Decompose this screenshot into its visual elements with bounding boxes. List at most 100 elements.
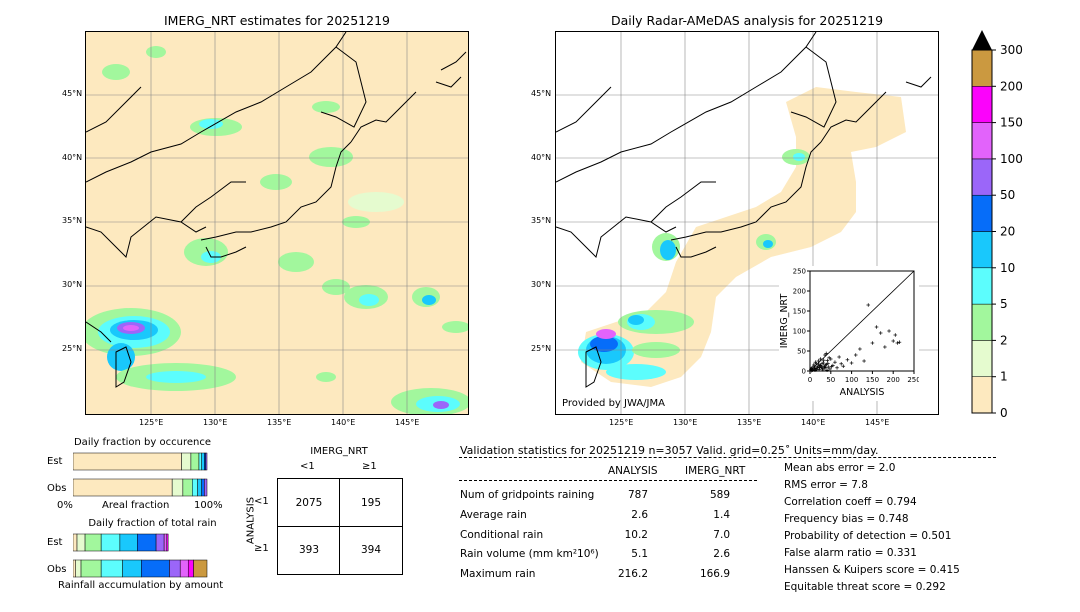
scatter-point [826, 361, 830, 366]
radar-coastlines [556, 32, 932, 388]
scatter-point [810, 368, 815, 372]
total-seg-obs-8 [187, 559, 194, 578]
contingency-col-ge: ≥1 [362, 461, 377, 472]
scatter-point [812, 366, 817, 370]
scatter-xlabel: ANALYSIS [840, 387, 885, 398]
total-seg-obs-7 [179, 559, 189, 578]
colorbar-segment-7 [971, 122, 993, 160]
cell-hits-lt-lt: 2075 [295, 497, 323, 509]
scatter-point [813, 360, 818, 364]
scatter-point [887, 329, 891, 333]
scatter-point [828, 367, 832, 371]
imerg-map [85, 31, 469, 415]
score-corr: Correlation coeff = 0.794 [784, 496, 917, 508]
lat-label-25-right: 25°N [531, 344, 552, 353]
provided-by: Provided by JWA/JMA [562, 398, 665, 409]
col-imerg-header: IMERG_NRT [685, 465, 746, 477]
validation-divider-top [459, 457, 996, 458]
stat-a-gridpoints: 787 [627, 489, 648, 501]
scatter-point [814, 362, 819, 366]
scatter-point [841, 364, 846, 368]
occurrence-seg-obs-5 [201, 478, 205, 497]
total-rain-bars [73, 533, 208, 578]
radar-map-svg [556, 32, 938, 414]
colorbar-segment-8 [971, 86, 993, 123]
colorbar-segment-3 [971, 267, 993, 305]
scatter-ytick-label-150: 150 [793, 308, 806, 316]
lon-label-145-left: 145°E [395, 418, 420, 427]
scatter-point [824, 351, 829, 356]
colorbar-segment-2 [971, 303, 993, 341]
stat-label-average: Average rain [460, 509, 527, 521]
stat-label-maximum: Maximum rain [460, 568, 536, 580]
col-analysis-header: ANALYSIS [608, 465, 658, 477]
stat-b-maximum: 166.9 [699, 568, 730, 580]
scatter-point [858, 347, 862, 351]
cell-ge-lt: 393 [298, 544, 320, 556]
left-map-title: IMERG_NRT estimates for 20251219 [163, 13, 390, 28]
scatter-point [817, 366, 822, 370]
occurrence-seg-est-0 [73, 452, 182, 471]
stat-a-maximum: 216.2 [617, 568, 648, 580]
colorbar-label-200: 200 [1000, 79, 1023, 93]
score-far: False alarm ratio = 0.331 [784, 547, 917, 559]
occurrence-seg-est-6 [205, 452, 208, 471]
stat-b-gridpoints: 589 [709, 489, 730, 501]
scatter-point [895, 341, 900, 345]
occurrence-seg-obs-2 [182, 478, 193, 497]
scatter-point [891, 339, 895, 343]
occurrence-seg-obs-3 [192, 478, 198, 497]
contingency-row-ge: ≥1 [254, 543, 269, 554]
colorbar-segment-9 [971, 49, 993, 87]
lat-label-35-right: 35°N [531, 216, 552, 225]
lon-label-130-right: 130°E [673, 418, 698, 427]
validation-divider-mid [459, 480, 757, 481]
lat-label-45-right: 45°N [531, 89, 552, 98]
scatter-point [835, 366, 839, 370]
occurrence-obs-label: Obs [47, 483, 67, 494]
occurrence-0pct: 0% [57, 500, 73, 511]
stat-a-average: 2.6 [631, 509, 648, 521]
scatter-point [817, 367, 821, 372]
total-seg-obs-0 [73, 559, 76, 578]
occurrence-seg-obs-1 [171, 478, 184, 497]
total-seg-est-8 [166, 533, 169, 552]
lon-label-125-left: 125°E [139, 418, 164, 427]
lat-label-40-right: 40°N [531, 153, 552, 162]
lat-label-30-left: 30°N [62, 280, 83, 289]
total-est-label: Est [47, 537, 63, 548]
scatter-point [820, 361, 824, 366]
scatter-point [827, 356, 831, 360]
colorbar-segment-4 [971, 231, 993, 269]
scatter-ytick-label-250: 250 [793, 268, 806, 276]
scatter-xtick-label-200: 200 [887, 376, 900, 384]
lat-label-25-left: 25°N [62, 344, 83, 353]
stat-label-conditional: Conditional rain [460, 529, 544, 541]
right-map-title: Daily Radar-AMeDAS analysis for 20251219 [610, 13, 884, 28]
total-seg-obs-9 [193, 559, 208, 578]
scatter-point [862, 359, 866, 363]
lon-label-135-left: 135°E [267, 418, 292, 427]
scatter-point [829, 364, 834, 369]
scatter-point [874, 325, 879, 329]
score-hk: Hanssen & Kuipers score = 0.415 [784, 564, 960, 576]
occurrence-est-label: Est [47, 456, 63, 467]
radar-rain-patches [578, 149, 810, 380]
scatter-xtick-label-250: 250 [907, 376, 919, 384]
colorbar-label-50: 50 [1000, 188, 1015, 202]
lat-label-30-right: 30°N [531, 280, 552, 289]
stat-b-average: 1.4 [713, 509, 730, 521]
imerg-rain-patches [86, 46, 468, 414]
scatter-point [878, 331, 883, 335]
contingency-title: IMERG_NRT [310, 446, 368, 457]
total-seg-est-3 [100, 533, 121, 552]
scatter-xtick-label-0: 0 [808, 376, 812, 384]
scatter-point [822, 365, 827, 370]
scatter-point [821, 368, 825, 372]
scatter-ytick-label-200: 200 [793, 288, 806, 296]
colorbar-over-triangle [972, 30, 992, 50]
scatter-point [825, 358, 830, 363]
colorbar-label-2: 2 [1000, 333, 1008, 347]
scatter-point [814, 368, 819, 372]
occurrence-100pct: 100% [194, 500, 223, 511]
